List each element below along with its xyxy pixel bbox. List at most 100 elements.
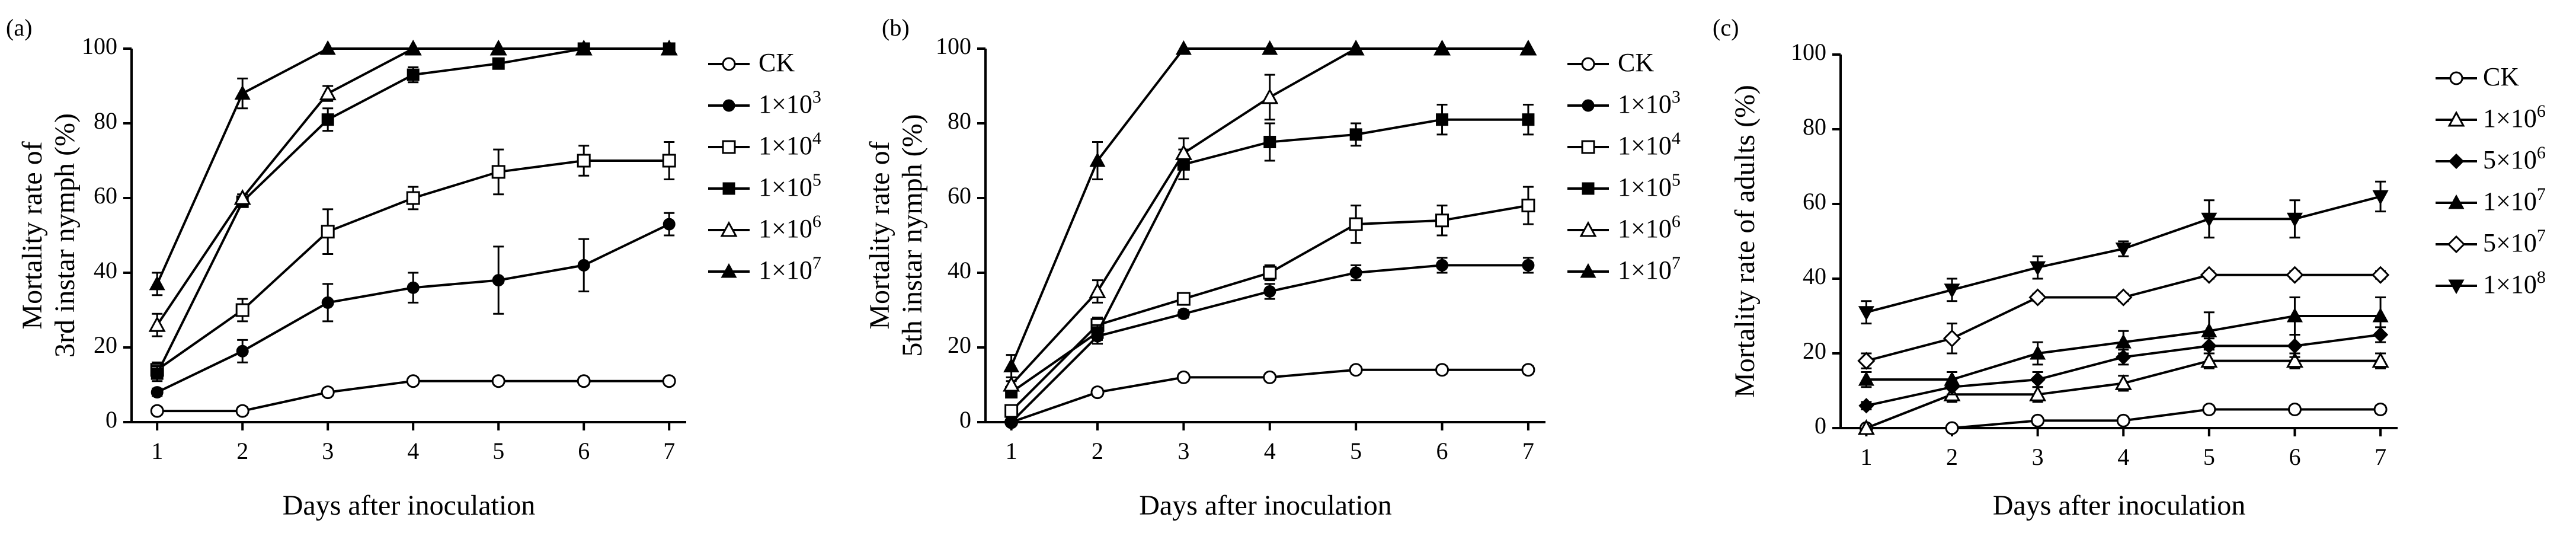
series-2	[151, 212, 676, 399]
legend-entry: 1×105	[1567, 170, 1681, 202]
x-tick-label: 2	[1092, 438, 1103, 464]
legend-marker	[2449, 71, 2463, 85]
data-point	[661, 40, 677, 55]
data-point	[662, 374, 676, 388]
data-point	[235, 404, 249, 418]
legend-label: 1×104	[1618, 129, 1681, 160]
legend-label: 1×106	[759, 212, 821, 243]
series-4	[1858, 296, 2389, 388]
legend-marker	[721, 263, 737, 278]
legend-label-exponent: 4	[812, 129, 821, 148]
data-point	[492, 57, 505, 70]
x-tick-label: 1	[1006, 438, 1017, 464]
legend-entry: 1×103	[708, 87, 821, 119]
data-point	[2372, 307, 2389, 323]
y-tick-label: 0	[959, 406, 971, 433]
data-point	[151, 386, 164, 399]
y-tick-label: 80	[948, 107, 971, 134]
data-point	[1521, 199, 1535, 213]
data-point	[491, 374, 505, 388]
data-point	[1857, 419, 1875, 435]
legend-marker	[722, 57, 736, 71]
data-point	[1176, 292, 1191, 306]
legend-label-base: 1×10	[759, 214, 812, 243]
data-point	[1090, 385, 1105, 400]
data-point	[1349, 128, 1362, 141]
series-line	[156, 223, 670, 394]
legend-label-base: 5×10	[2483, 228, 2537, 257]
x-tick-label: 5	[1350, 438, 1362, 464]
legend-label-base: 1×10	[759, 131, 812, 160]
legend-label-exponent: 5	[812, 170, 821, 190]
panel-letter: (a)	[6, 14, 32, 41]
legend-label: CK	[2483, 62, 2519, 91]
legend-entry: 1×103	[1567, 87, 1681, 119]
data-point	[1858, 398, 1874, 414]
y-tick-label: 80	[94, 107, 117, 134]
data-point	[1945, 421, 1959, 435]
data-point	[149, 275, 165, 291]
data-point	[1435, 213, 1449, 228]
legend-label-exponent: 5	[1672, 170, 1681, 190]
y-axis-title: 3rd instar nymph (%)	[49, 113, 81, 358]
legend-label: 5×106	[2483, 143, 2546, 174]
data-point	[319, 84, 337, 101]
chart-panel-2: (b) 0 20 40 60 80 100 1 2 3 4 5 6 7 Days after inocula…	[864, 14, 1681, 521]
legend-marker	[1580, 263, 1596, 278]
x-tick-label: 5	[2203, 444, 2215, 470]
legend-marker	[722, 140, 736, 154]
x-tick-label: 7	[2375, 444, 2386, 470]
legend-label-base: CK	[2483, 62, 2519, 91]
data-point	[2286, 307, 2303, 323]
x-tick-label: 4	[2117, 444, 2129, 470]
data-point	[577, 259, 590, 272]
data-point	[2201, 212, 2217, 228]
x-tick-label: 3	[322, 438, 334, 464]
data-point	[575, 40, 592, 55]
data-point	[1944, 283, 1960, 299]
legend-label-base: 1×10	[2483, 270, 2537, 299]
data-point	[321, 225, 335, 239]
data-point	[150, 404, 164, 418]
legend-label: 1×108	[2483, 267, 2546, 299]
data-point	[1089, 282, 1106, 298]
legend-label-base: 1×10	[759, 256, 812, 285]
legend-label: 1×103	[759, 87, 821, 119]
data-point	[1858, 306, 1874, 321]
x-tick-label: 1	[1860, 444, 1872, 470]
legend-label-exponent: 7	[2537, 226, 2546, 245]
data-point	[2202, 403, 2216, 416]
data-point	[2286, 212, 2303, 228]
data-point	[406, 191, 420, 205]
x-tick-label: 4	[1264, 438, 1276, 464]
data-point	[1175, 144, 1192, 160]
legend-label-exponent: 6	[2537, 143, 2546, 162]
legend-entry: 1×105	[708, 170, 821, 202]
series-1	[1004, 363, 1535, 429]
data-point	[1263, 285, 1276, 298]
chart-panel-1: (a) 0 20 40 60 80 100 1 2 3 4 5 6 7 Days after inocula…	[6, 14, 821, 521]
legend-marker	[2448, 194, 2465, 209]
legend-marker	[722, 99, 735, 112]
data-point	[2114, 374, 2132, 390]
data-point	[1435, 363, 1449, 377]
y-tick-label: 20	[1803, 337, 1826, 364]
legend-label-exponent: 4	[1672, 129, 1681, 148]
series-5	[1857, 266, 2390, 370]
x-tick-label: 7	[663, 438, 675, 464]
legend-marker	[2448, 279, 2465, 295]
legend-label-base: 1×10	[759, 173, 812, 202]
legend-label-exponent: 7	[1672, 253, 1681, 273]
data-point	[1522, 113, 1535, 126]
x-axis-title: Days after inoculation	[283, 490, 536, 521]
data-point	[1263, 136, 1276, 148]
data-point	[2286, 352, 2303, 368]
data-point	[2030, 371, 2046, 388]
legend-entry: CK	[2436, 62, 2519, 91]
data-point	[151, 367, 164, 380]
data-point	[234, 85, 251, 100]
legend-label-base: 1×10	[1618, 256, 1672, 285]
legend-label-exponent: 3	[812, 87, 821, 107]
legend-entry: 5×106	[2436, 143, 2546, 174]
data-point	[2030, 261, 2046, 276]
